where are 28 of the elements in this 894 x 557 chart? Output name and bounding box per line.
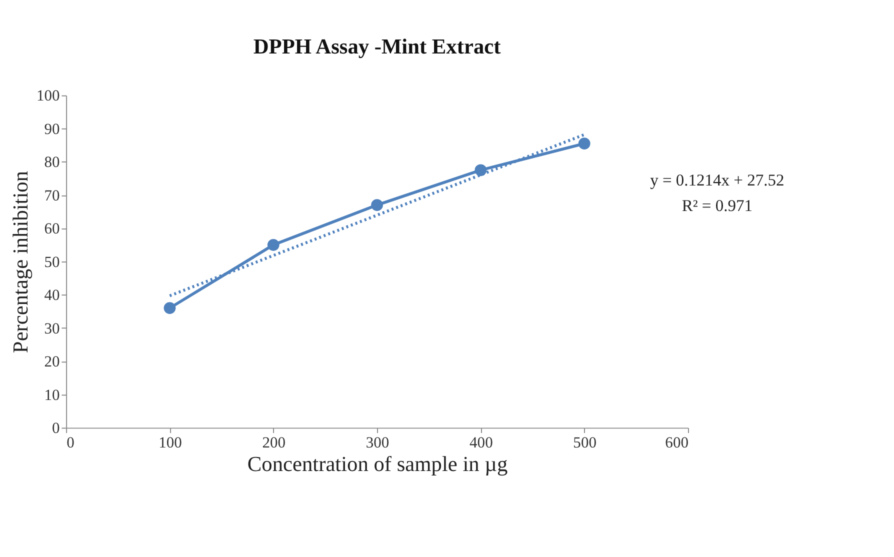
point xyxy=(371,199,383,211)
y-tick-label: 80 xyxy=(44,154,60,172)
x-tick-label: 600 xyxy=(665,434,689,452)
y-tick-label: 10 xyxy=(44,386,60,404)
y-tick-label: 30 xyxy=(44,320,60,338)
y-axis-title: Percentage inhibition xyxy=(8,170,33,354)
y-tick-label: 20 xyxy=(44,354,60,371)
point xyxy=(578,138,590,150)
point xyxy=(164,302,176,314)
x-axis-title: Concentration of sample in µg xyxy=(247,452,508,476)
y-tick-label: 0 xyxy=(52,420,60,438)
x-tick-label: 100 xyxy=(158,434,182,452)
point xyxy=(267,238,280,251)
x-tick-label: 300 xyxy=(366,434,390,452)
annotation: R² = 0.971 xyxy=(682,196,752,216)
y-tick-label: 50 xyxy=(44,254,60,271)
x-tick-label: 0 xyxy=(66,434,75,452)
point xyxy=(474,164,487,176)
y-tick-label: 70 xyxy=(44,187,60,204)
chart-title: DPPH Assay -Mint Extract xyxy=(253,34,502,59)
y-tick-label: 60 xyxy=(44,220,60,238)
y-tick-label: 100 xyxy=(36,88,60,105)
x-tick-label: 200 xyxy=(262,434,286,452)
y-tick-label: 40 xyxy=(44,287,60,304)
x-tick-label: 500 xyxy=(573,434,597,452)
annotation: y = 0.1214x + 27.52 xyxy=(650,170,784,190)
y-tick-label: 90 xyxy=(44,120,60,138)
x-tick-label: 400 xyxy=(470,434,494,452)
